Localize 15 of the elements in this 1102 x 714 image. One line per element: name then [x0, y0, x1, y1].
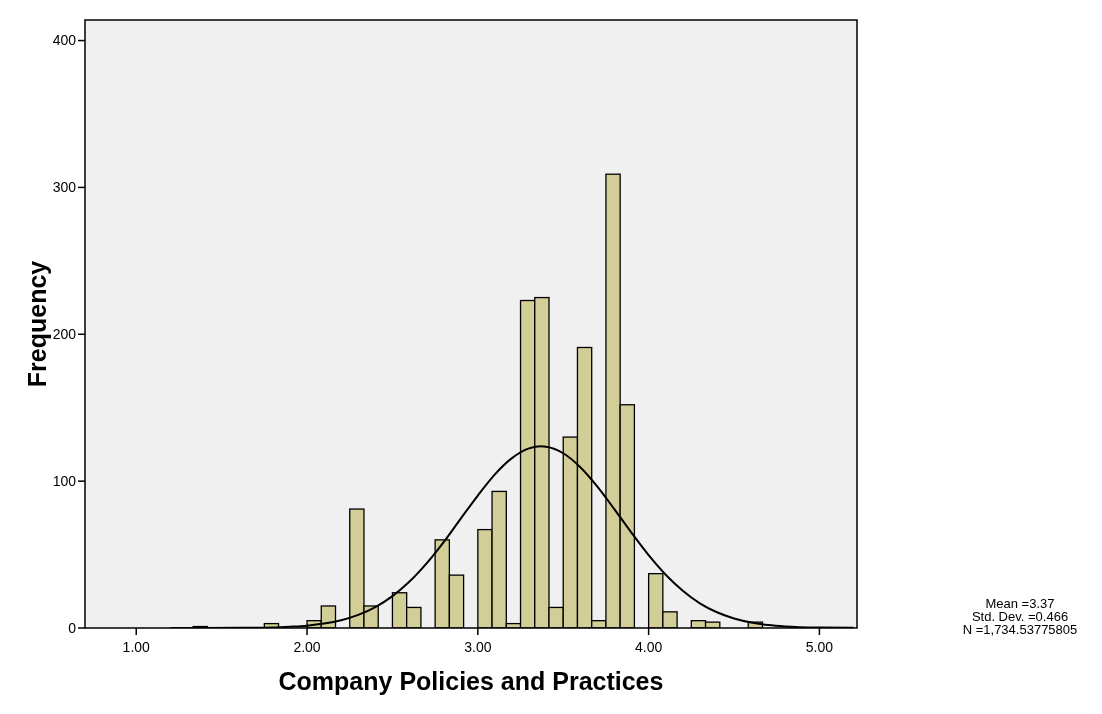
y-tick-label: 300	[52, 179, 77, 196]
text: N =1,734.53775805	[962, 622, 1078, 637]
x-tick-label: 3.00	[464, 639, 492, 655]
x-tick-label: 2.00	[293, 639, 321, 655]
y-tick-label: 400	[52, 32, 77, 49]
x-tick-label: 1.00	[122, 639, 151, 655]
x-tick-label: 4.00	[635, 639, 663, 655]
y-tick-label: 100	[52, 473, 77, 490]
x-axis-title: Company Policies and Practices	[278, 667, 664, 695]
text: Std. Dev. =0.466	[971, 609, 1069, 624]
y-tick-label: 0	[68, 619, 77, 636]
x-tick-label: 5.00	[805, 639, 834, 655]
y-axis-title: Frequency	[23, 260, 51, 388]
text: Mean =3.37	[985, 596, 1055, 611]
y-tick-label: 200	[52, 326, 77, 343]
